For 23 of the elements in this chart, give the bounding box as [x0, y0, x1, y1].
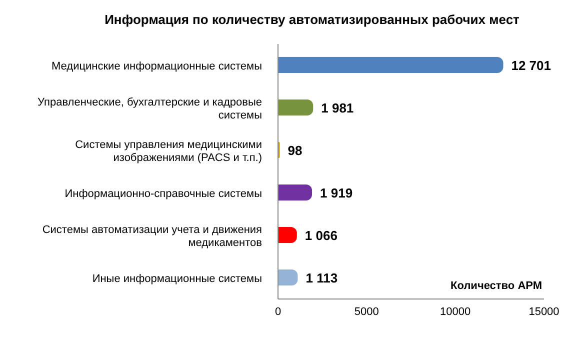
data-label: 12 701 — [511, 58, 551, 73]
y-tick-label: Иные информационные системы — [92, 272, 262, 285]
chart-title: Информация по количеству автоматизированных рабочих мест — [104, 11, 520, 29]
y-tick-label: Медицинские информационные системы — [52, 60, 262, 72]
data-label: 1 919 — [320, 186, 353, 200]
x-axis-title: Количество АРМ — [450, 280, 542, 292]
x-tick-label: 0 — [274, 306, 282, 318]
data-label: 1 113 — [306, 270, 338, 286]
x-tick-label: 15000 — [528, 306, 560, 318]
x-tick-label: 10000 — [440, 306, 471, 318]
y-tick-label: Управленческие, бухгалтерские и кадровые системы — [38, 96, 262, 122]
bar — [278, 57, 504, 73]
bar — [278, 184, 312, 200]
data-label: 1 981 — [321, 100, 354, 116]
y-tick-label: Системы управления медицинскими изображениями (PACS и т.п.) — [75, 138, 262, 164]
bar — [278, 270, 298, 286]
bar — [278, 227, 297, 243]
y-tick-label: Информационно-справочные системы — [64, 188, 262, 200]
x-tick-label: 5000 — [354, 306, 379, 318]
bar — [278, 100, 314, 116]
data-label: 1 066 — [304, 228, 338, 243]
y-tick-label: Системы автоматизации учета и движения медикаментов — [42, 224, 262, 249]
data-label: 98 — [288, 143, 302, 158]
